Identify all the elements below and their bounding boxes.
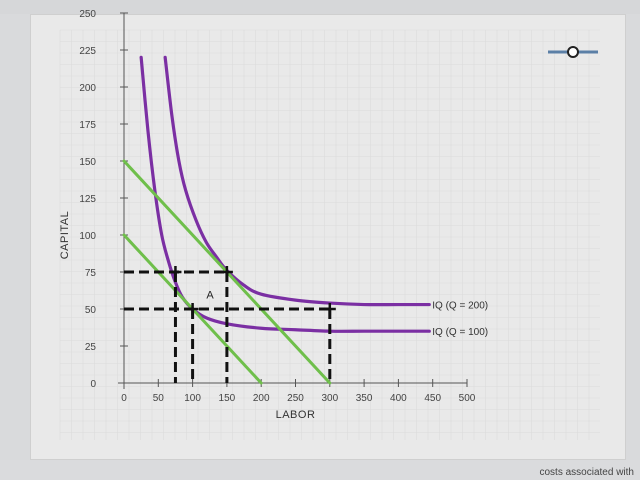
axes: 0 25 50 75 100 125 150 175 200 225 250 0 50 100 150 200… [59,9,476,421]
y-tick-label: 250 [79,9,96,20]
plus-marker [220,266,233,278]
x-tick-label: 500 [459,393,476,404]
isoquant-line-0 [139,55,431,333]
y-tick-label: 225 [79,46,96,57]
legend-widget-circle-icon[interactable] [567,46,579,58]
x-tick-label: 200 [253,393,270,404]
series-label: IQ (Q = 200) [432,301,488,312]
series-label: IQ (Q = 100) [432,327,488,338]
y-tick-label: 150 [79,157,96,168]
isoquant-line-1 [163,55,431,307]
x-tick-label: 450 [424,393,441,404]
y-axis-title: CAPITAL [59,211,71,260]
grid [59,29,600,440]
top-band [0,0,640,14]
x-tick-label: 300 [321,393,338,404]
x-tick-label: 50 [153,393,165,404]
x-tick-label: 150 [219,393,236,404]
y-tick-label: 0 [90,379,96,390]
labels: A [206,290,214,302]
plus-marker [323,303,336,315]
series-layer: IQ (Q = 100) IQ (Q = 200) [122,55,488,385]
dashed-guides [124,270,332,383]
x-tick-label: 100 [184,393,201,404]
x-tick-label: 400 [390,393,407,404]
y-tick-label: 50 [85,305,97,316]
y-tick-label: 125 [79,194,96,205]
legend-widget[interactable] [548,46,598,58]
x-axis-title: LABOR [276,409,316,421]
markers [169,266,336,315]
y-tick-label: 25 [85,342,97,353]
y-tick-label: 100 [79,231,96,242]
y-tick-label: 75 [85,268,97,279]
plus-marker [169,266,182,278]
plus-marker [186,303,199,315]
x-tick-label: 350 [356,393,373,404]
point-label-a: A [206,290,214,302]
x-tick-label: 0 [121,393,127,404]
x-tick-label: 250 [287,393,304,404]
y-tick-label: 175 [79,120,96,131]
y-tick-label: 200 [79,83,96,94]
bottom-band [0,460,640,480]
footer-text: costs associated with [539,467,635,478]
